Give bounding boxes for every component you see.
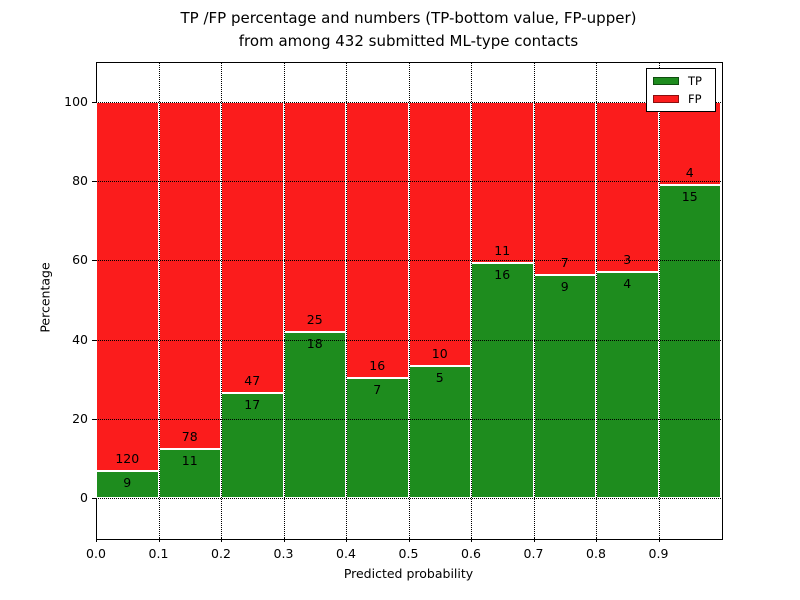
legend-label-fp: FP — [688, 92, 702, 106]
gridline-x-0.4 — [346, 62, 347, 538]
gridline-x-0.1 — [158, 62, 160, 538]
x-axis-label: Predicted probability — [343, 566, 474, 581]
bar-segment-tp-8 — [596, 271, 659, 499]
bar-segment-fp-1 — [158, 101, 221, 450]
bar-segment-fp-8 — [596, 101, 659, 272]
bar-count-tp-1: 11 — [181, 453, 198, 469]
legend-label-tp: TP — [688, 74, 702, 88]
chart-title-line2: from among 432 submitted ML-type contact… — [238, 32, 579, 50]
bar-segment-tp-7 — [533, 275, 596, 499]
x-tick-label-0.1: 0.1 — [148, 546, 169, 561]
x-tick-0.9 — [658, 538, 660, 542]
x-tick-label-0.2: 0.2 — [211, 546, 231, 561]
bar-count-fp-4: 16 — [369, 357, 386, 373]
x-tick-label-0.4: 0.4 — [336, 546, 356, 561]
bar-count-fp-1: 78 — [181, 429, 198, 445]
x-tick-0.6 — [471, 538, 472, 542]
bar-count-fp-2: 47 — [244, 372, 261, 388]
y-tick-label-80: 80 — [72, 173, 88, 188]
y-tick-label-20: 20 — [72, 411, 88, 426]
y-tick-0 — [92, 498, 96, 500]
y-tick-label-0: 0 — [80, 490, 88, 506]
bar-count-tp-8: 4 — [623, 275, 632, 291]
x-tick-0.1 — [158, 538, 160, 542]
legend: TP FP — [646, 68, 716, 112]
bar-segment-fp-7 — [533, 101, 596, 276]
legend-entry-fp: FP — [653, 92, 709, 106]
bar-count-tp-0: 9 — [123, 474, 132, 490]
legend-swatch-fp — [653, 95, 679, 103]
gridline-x-0.7 — [533, 62, 535, 538]
y-tick-20 — [92, 419, 96, 420]
x-tick-0.5 — [408, 538, 410, 542]
bar-segment-tp-0 — [96, 470, 159, 499]
chart-title-line1: TP /FP percentage and numbers (TP-bottom… — [180, 9, 637, 27]
y-tick-60 — [92, 260, 96, 262]
legend-swatch-tp — [653, 77, 679, 85]
bar-segment-fp-4 — [346, 101, 409, 378]
x-tick-0.7 — [533, 538, 535, 542]
x-tick-label-0.5: 0.5 — [398, 546, 419, 561]
x-tick-label-0.3: 0.3 — [273, 546, 294, 561]
bar-count-tp-4: 7 — [373, 381, 382, 397]
x-tick-0.2 — [221, 538, 222, 542]
gridline-x-0.6 — [471, 62, 472, 538]
x-tick-label-0.7: 0.7 — [523, 546, 544, 561]
bar-segment-fp-2 — [221, 101, 284, 393]
x-tick-0.4 — [346, 538, 347, 542]
x-tick-label-0.6: 0.6 — [461, 546, 481, 561]
bar-count-tp-6: 16 — [494, 267, 511, 283]
bar-segment-tp-6 — [471, 263, 534, 499]
bar-count-tp-5: 5 — [435, 370, 444, 386]
x-tick-0.8 — [596, 538, 597, 542]
bar-count-fp-7: 7 — [560, 255, 569, 271]
bar-segment-fp-0 — [96, 101, 159, 471]
gridline-x-0.8 — [596, 62, 597, 538]
x-tick-label-0.8: 0.8 — [586, 546, 606, 561]
bar-segment-fp-6 — [471, 101, 534, 264]
bar-segment-tp-2 — [221, 392, 284, 499]
bar-count-tp-9: 15 — [681, 189, 698, 205]
chart-title: TP /FP percentage and numbers (TP-bottom… — [96, 7, 721, 53]
bar-count-tp-2: 17 — [244, 396, 261, 412]
gridline-x-0.9 — [658, 62, 660, 538]
bar-count-fp-8: 3 — [623, 251, 632, 267]
bar-count-tp-3: 18 — [306, 336, 323, 352]
bar-count-tp-7: 9 — [560, 279, 569, 295]
bar-segment-tp-3 — [283, 332, 346, 499]
x-tick-label-0.0: 0.0 — [86, 546, 106, 561]
x-tick-0.0 — [96, 538, 97, 542]
y-tick-label-100: 100 — [64, 93, 88, 109]
gridline-x-0.3 — [283, 62, 285, 538]
bar-segment-tp-4 — [346, 377, 409, 499]
bar-segment-fp-3 — [283, 101, 346, 333]
y-tick-40 — [92, 339, 96, 341]
bar-count-fp-3: 25 — [306, 312, 323, 328]
legend-entry-tp: TP — [653, 74, 709, 88]
y-axis-label: Percentage — [37, 262, 53, 333]
x-tick-label-0.9: 0.9 — [648, 546, 669, 561]
bar-segment-fp-5 — [408, 101, 471, 367]
x-tick-0.3 — [283, 538, 285, 542]
y-tick-label-60: 60 — [72, 252, 88, 268]
bar-count-fp-5: 10 — [431, 346, 448, 362]
bar-count-fp-0: 120 — [115, 450, 140, 466]
y-tick-80 — [92, 181, 96, 182]
bar-count-fp-6: 11 — [494, 243, 511, 259]
y-tick-100 — [92, 101, 96, 103]
bar-segment-tp-5 — [408, 366, 471, 499]
bar-segment-tp-1 — [158, 449, 221, 499]
y-tick-label-40: 40 — [72, 331, 88, 347]
bar-count-fp-9: 4 — [685, 165, 694, 181]
bar-segment-tp-9 — [658, 185, 721, 499]
gridline-x-0.2 — [221, 62, 222, 538]
gridline-x-0.5 — [408, 62, 410, 538]
